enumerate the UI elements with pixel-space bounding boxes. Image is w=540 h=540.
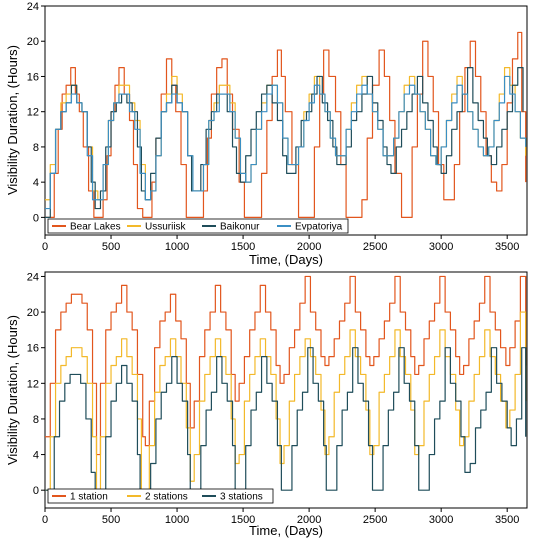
series-line-2	[45, 347, 527, 491]
x-axis-title-top: Time, (Days)	[249, 252, 323, 267]
series-line-0	[45, 275, 527, 456]
x-tick-label: 0	[42, 241, 48, 253]
legend-top: Bear Lakes Ussuriisk Baikonur Evpatoriya	[47, 218, 349, 234]
ticks-top: 0 500 1000 1500 2000 2500 3000 3500 0 4 8 12 16 20 24	[27, 1, 520, 253]
ticks-bottom: 0 500 1000 1500 2000 2500 3000 3500 0 4 8 12 16 20 24	[27, 271, 520, 526]
y-tick-label: 16	[27, 71, 39, 83]
x-axis-title-bottom: Time, (Days)	[249, 523, 323, 538]
legend-label: Baikonur	[220, 222, 260, 233]
x-tick-label: 1500	[231, 241, 255, 253]
x-tick-label: 3000	[429, 514, 453, 526]
y-tick-label: 8	[33, 414, 39, 426]
y-tick-label: 8	[33, 142, 39, 154]
legend-label: 3 stations	[220, 492, 263, 503]
series-bottom	[45, 275, 527, 491]
series-top	[45, 31, 527, 218]
chart-bottom: 0 500 1000 1500 2000 2500 3000 350004812162024 …	[5, 271, 528, 538]
series-line-0	[45, 31, 527, 218]
y-tick-label: 12	[27, 107, 39, 119]
y-tick-label: 16	[27, 343, 39, 355]
y-tick-label: 0	[33, 212, 39, 224]
y-axis-title-bottom: Visibility Duration, (Hours)	[5, 315, 20, 465]
x-tick-label: 500	[102, 514, 120, 526]
x-tick-label: 0	[42, 514, 48, 526]
x-tick-label: 2000	[297, 514, 321, 526]
legend-box	[47, 218, 349, 234]
y-axis-title-top: Visibility Duration, (Hours)	[5, 45, 20, 195]
y-tick-label: 12	[27, 378, 39, 390]
legend-label: Bear Lakes	[70, 222, 121, 233]
x-tick-label: 500	[102, 241, 120, 253]
x-tick-label: 2000	[297, 241, 321, 253]
legend-label: Evpatoriya	[295, 222, 343, 233]
y-tick-label: 0	[33, 485, 39, 497]
legend-label: Ussuriisk	[145, 222, 187, 233]
x-tick-label: 1000	[165, 514, 189, 526]
legend-bottom: 1 station 2 stations 3 stations	[47, 488, 274, 504]
legend-label: 1 station	[70, 492, 108, 503]
y-tick-label: 24	[27, 1, 39, 13]
y-tick-label: 20	[27, 36, 39, 48]
x-tick-label: 1500	[231, 514, 255, 526]
legend-box	[47, 488, 274, 504]
series-line-3	[45, 75, 527, 210]
x-tick-label: 3500	[495, 241, 519, 253]
plot-area-bottom	[44, 271, 528, 509]
y-tick-label: 4	[33, 177, 39, 189]
x-tick-label: 2500	[363, 241, 387, 253]
x-tick-label: 3000	[429, 241, 453, 253]
plot-area-top	[44, 5, 528, 236]
series-line-1	[45, 311, 527, 491]
x-tick-label: 3500	[495, 514, 519, 526]
y-tick-label: 20	[27, 307, 39, 319]
chart-top: 0 500 1000 1500 2000 2500 3000 350004812162024 …	[5, 1, 528, 267]
x-tick-label: 2500	[363, 514, 387, 526]
y-tick-label: 24	[27, 271, 39, 283]
x-tick-label: 1000	[165, 241, 189, 253]
legend-label: 2 stations	[145, 492, 188, 503]
y-tick-label: 4	[33, 450, 39, 462]
